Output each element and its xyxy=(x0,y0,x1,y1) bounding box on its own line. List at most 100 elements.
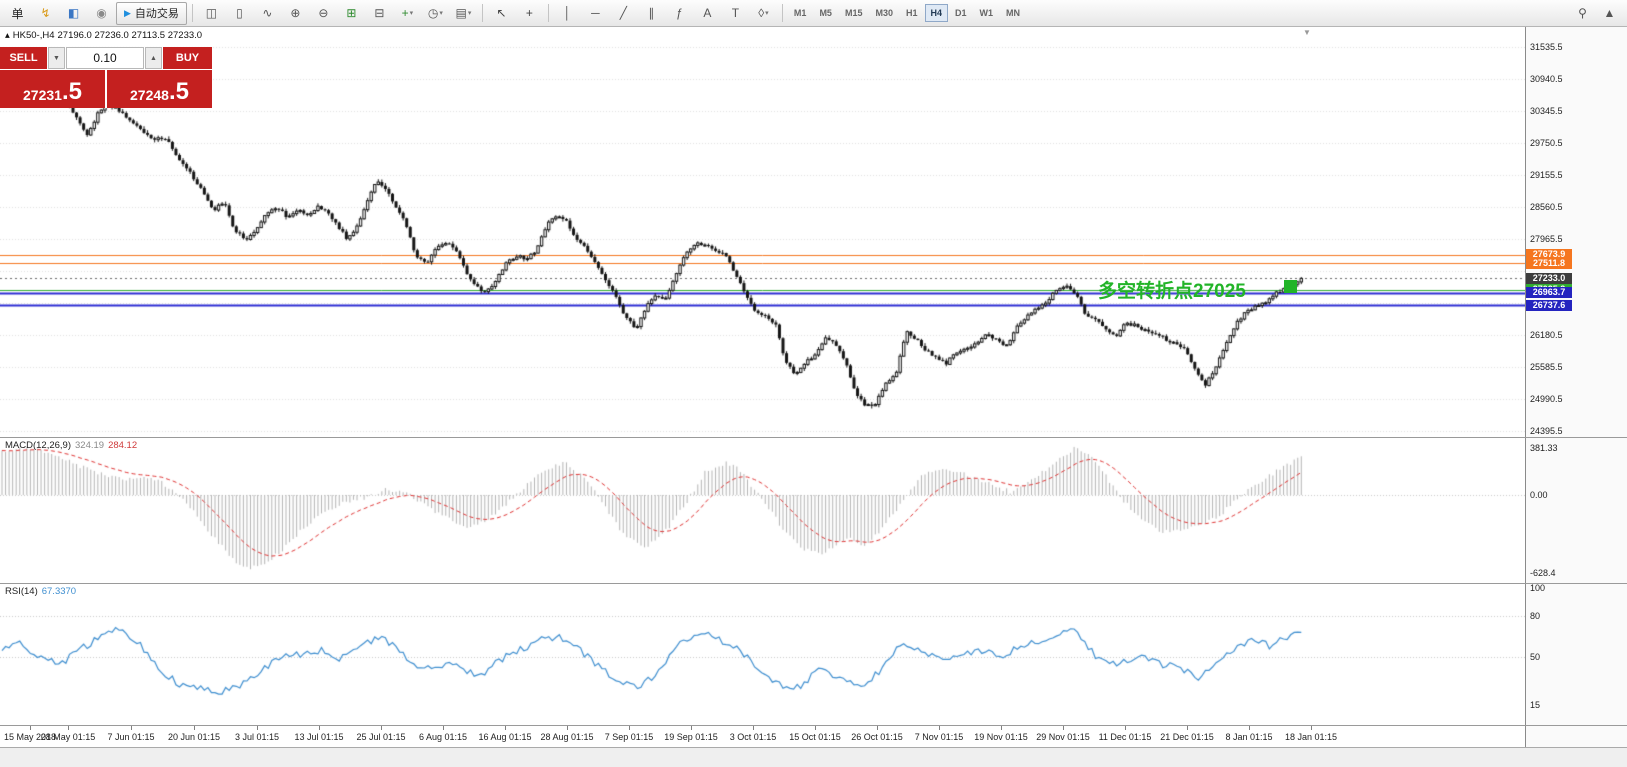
ohlc-values: 27196.0 27236.0 27113.5 27233.0 xyxy=(57,30,203,41)
time-axis-tick xyxy=(1249,726,1250,730)
line-chart-type-icon[interactable]: ∿ xyxy=(254,2,281,25)
vertical-line-icon[interactable]: │ xyxy=(554,2,581,25)
time-axis-tick xyxy=(131,726,132,730)
label-icon[interactable]: T xyxy=(722,2,749,25)
toolbar-separator xyxy=(481,4,483,22)
zoom-out-icon[interactable]: ⊖ xyxy=(310,2,337,25)
macd-value: 324.19 xyxy=(75,440,105,451)
profiles-icon[interactable]: ◧ xyxy=(60,2,87,25)
time-axis-tick xyxy=(815,726,816,730)
new-order-icon[interactable]: ↯ xyxy=(32,2,59,25)
timeframe-D1[interactable]: D1 xyxy=(955,8,967,18)
trendline-icon-glyph: ╱ xyxy=(619,6,628,20)
timeframe-H4[interactable]: H4 xyxy=(924,4,949,22)
time-axis-tick xyxy=(1311,726,1312,730)
panel-separator-rsi[interactable] xyxy=(0,583,1627,584)
period-icon[interactable]: ◷ ▾ xyxy=(422,2,449,25)
channel-icon[interactable]: ∥ xyxy=(638,2,665,25)
search-icon[interactable]: ⚲ xyxy=(1569,2,1596,25)
chart-canvas[interactable] xyxy=(0,27,1525,747)
time-axis-label: 25 Jul 01:15 xyxy=(356,732,406,742)
collapse-icon[interactable]: ▲ xyxy=(1596,2,1623,25)
buy-price-panel[interactable]: 27248.5 xyxy=(107,70,212,108)
volume-input[interactable]: 0.10 xyxy=(66,47,144,69)
zoom-in-icon-glyph: ⊕ xyxy=(290,6,301,20)
macd-signal-value: 284.12 xyxy=(108,440,138,451)
timeframe-M1[interactable]: M1 xyxy=(793,8,807,18)
price-axis-label: 30345.5 xyxy=(1530,106,1563,116)
time-axis-tick xyxy=(1187,726,1188,730)
price-axis-label: 29750.5 xyxy=(1530,138,1563,148)
macd-axis-label: 0.00 xyxy=(1530,490,1548,500)
chart-annotation-text[interactable]: 多空转折点27025 xyxy=(1098,281,1246,302)
rsi-axis-label: 50 xyxy=(1530,652,1541,662)
horizontal-line-icon[interactable]: ─ xyxy=(582,2,609,25)
tile-windows-icon[interactable]: ⊞ xyxy=(338,2,365,25)
time-axis-tick xyxy=(257,726,258,730)
toolbar-separator xyxy=(191,4,193,22)
add-indicator-icon[interactable]: + ▾ xyxy=(394,2,421,25)
buy-button[interactable]: BUY xyxy=(163,47,212,69)
time-axis-label: 7 Sep 01:15 xyxy=(604,732,654,742)
crosshair-icon-glyph: + xyxy=(525,6,533,20)
trade-widget-price-row: 27231.5 27248.5 xyxy=(0,70,212,108)
sell-button[interactable]: SELL xyxy=(0,47,47,69)
timeframe-M30[interactable]: M30 xyxy=(875,8,893,18)
refresh-icon[interactable]: ◉ xyxy=(88,2,115,25)
price-axis-label: 29155.5 xyxy=(1530,170,1563,180)
cursor-icon[interactable]: ↖ xyxy=(488,2,515,25)
sell-price-panel[interactable]: 27231.5 xyxy=(0,70,105,108)
candlestick-type-icon-glyph: ▯ xyxy=(236,6,243,20)
time-axis-label: 16 Aug 01:15 xyxy=(478,732,532,742)
one-click-trading-widget: SELL ▼ 0.10 ▲ BUY 27231.5 27248.5 xyxy=(0,47,212,108)
price-axis-label: 30940.5 xyxy=(1530,74,1563,84)
chart-shift-marker-icon[interactable]: ▼ xyxy=(1303,28,1311,37)
autotrade-button[interactable]: ▶ 自动交易 xyxy=(116,1,187,25)
shapes-icon[interactable]: ◊ ▾ xyxy=(750,2,777,25)
timeframe-MN[interactable]: MN xyxy=(1006,8,1021,18)
templates-icon-dropdown-arrow: ▾ xyxy=(467,10,472,17)
price-axis-label: 25585.5 xyxy=(1530,362,1563,372)
time-axis[interactable]: 15 May 2018 28 May 01:15 7 Jun 01:15 20 Jun… xyxy=(0,726,1525,747)
timeframe-H1[interactable]: H1 xyxy=(905,8,918,18)
annotation-marker[interactable] xyxy=(1284,280,1297,293)
price-scale[interactable]: 31535.5 30940.5 30345.5 29750.5 29155.5 28560… xyxy=(1526,27,1627,747)
timeframe-M5[interactable]: M5 xyxy=(819,8,832,18)
macd-axis-label: -628.4 xyxy=(1530,567,1556,578)
time-axis-label: 7 Jun 01:15 xyxy=(107,732,155,742)
bar-chart-type-icon[interactable]: ◫ xyxy=(198,2,225,25)
arrange-windows-icon[interactable]: ⊟ xyxy=(366,2,393,25)
sell-price-main: 27231 xyxy=(23,87,62,103)
templates-icon-glyph: ▤ xyxy=(455,6,467,20)
timeframe-M15[interactable]: M15 xyxy=(844,8,863,18)
autotrade-button-play-icon: ▶ xyxy=(124,7,131,18)
timeframe-W1[interactable]: W1 xyxy=(979,8,994,18)
toolbar-orders-label[interactable]: 单 xyxy=(11,6,24,21)
sell-price-frac: .5 xyxy=(61,78,82,105)
candlestick-type-icon[interactable]: ▯ xyxy=(226,2,253,25)
text-icon[interactable]: A xyxy=(694,2,721,25)
refresh-icon-glyph: ◉ xyxy=(96,6,107,20)
time-axis-label: 3 Oct 01:15 xyxy=(729,732,777,742)
current-price-tag: 27233.0 xyxy=(1526,272,1572,284)
arrange-windows-icon-glyph: ⊟ xyxy=(374,6,385,20)
trendline-icon[interactable]: ╱ xyxy=(610,2,637,25)
volume-increase-button[interactable]: ▲ xyxy=(145,47,162,69)
panel-separator-macd[interactable] xyxy=(0,437,1627,438)
time-axis-label: 11 Dec 01:15 xyxy=(1098,732,1152,742)
volume-decrease-button[interactable]: ▼ xyxy=(48,47,65,69)
templates-icon[interactable]: ▤ ▾ xyxy=(450,2,477,25)
toolbar-right-group: ⚲ ▲ xyxy=(1569,2,1623,25)
buy-price-frac: .5 xyxy=(168,78,189,105)
zoom-in-icon[interactable]: ⊕ xyxy=(282,2,309,25)
fibonacci-icon[interactable]: ƒ xyxy=(666,2,693,25)
price-axis-label: 27965.5 xyxy=(1530,234,1563,244)
search-icon-glyph: ⚲ xyxy=(1578,6,1587,20)
toolbar-separator xyxy=(781,4,783,22)
time-axis-tick xyxy=(753,726,754,730)
time-axis-tick xyxy=(939,726,940,730)
crosshair-icon[interactable]: + xyxy=(516,2,543,25)
time-axis-label: 6 Aug 01:15 xyxy=(418,732,468,742)
time-axis-tick xyxy=(194,726,195,730)
vertical-line-icon-glyph: │ xyxy=(563,6,572,20)
